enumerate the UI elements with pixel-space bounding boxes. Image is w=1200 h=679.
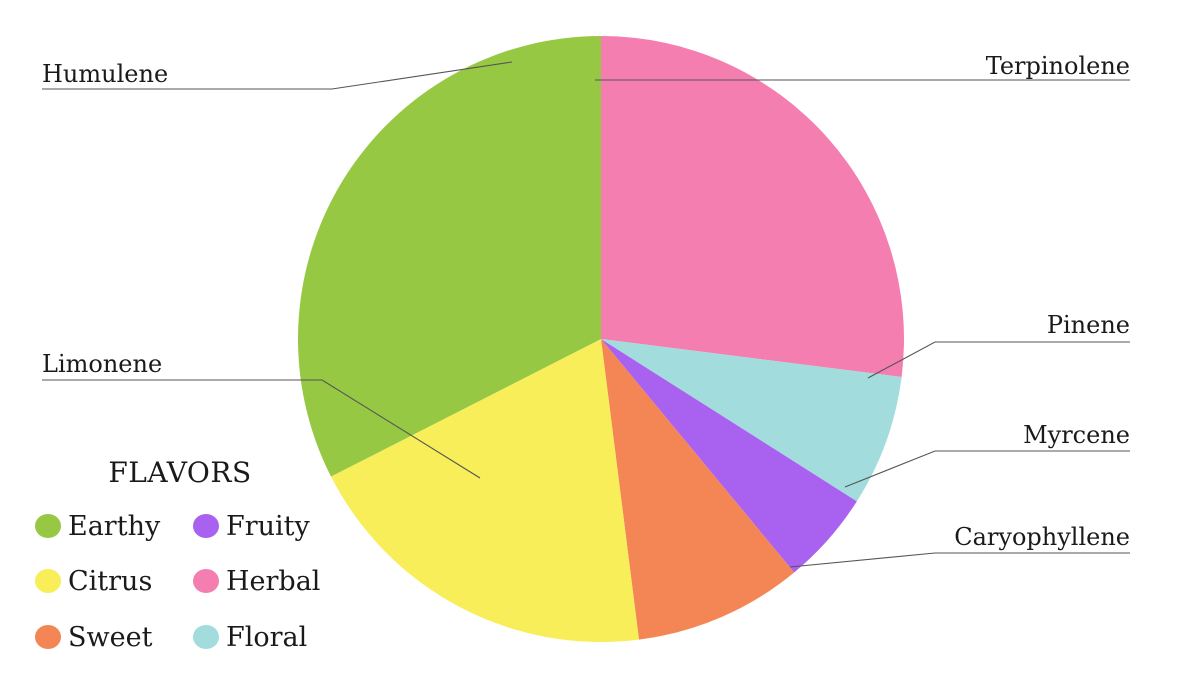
legend-swatch-earthy [35,514,61,538]
legend-label-floral: Floral [226,622,307,653]
legend-label-sweet: Sweet [68,622,153,653]
callout-label-limonene: Limonene [42,350,162,378]
pie-slice-limonene [331,339,639,642]
legend-swatch-sweet [35,625,61,649]
flavor-legend: FLAVORS Earthy Fruity Citrus Herbal Sweet Flo… [35,456,320,653]
callout-label-caryophyllene: Caryophyllene [954,523,1130,551]
pie-slice-terpinolene [601,36,904,377]
legend-swatch-fruity [193,514,219,538]
legend-swatch-floral [193,625,219,649]
leader-line-limonene [42,379,481,479]
legend-label-herbal: Herbal [226,566,320,597]
leader-line-caryophyllene [789,552,1130,568]
callout-label-myrcene: Myrcene [1023,421,1130,449]
pie-slices [298,36,904,642]
legend-swatch-herbal [193,569,219,593]
legend-title: FLAVORS [108,456,251,489]
legend-label-earthy: Earthy [68,511,161,542]
pie-slice-humulene [298,36,601,477]
callout-label-humulene: Humulene [42,60,168,88]
callout-label-terpinolene: Terpinolene [986,52,1130,80]
leader-line-myrcene [844,450,1130,488]
pie-slice-pinene [601,339,902,502]
callout-label-pinene: Pinene [1047,311,1130,339]
callout-labels: Terpinolene Pinene Myrcene Caryophyllene Lim… [42,52,1130,551]
pie-slice-caryophyllene [601,339,795,640]
callout-leader-lines [42,61,1130,568]
leader-line-humulene [42,61,513,90]
legend-label-fruity: Fruity [226,511,311,542]
legend-label-citrus: Citrus [68,566,152,597]
leader-line-pinene [867,341,1130,379]
pie-slice-myrcene [601,339,857,573]
legend-swatch-citrus [35,569,61,593]
